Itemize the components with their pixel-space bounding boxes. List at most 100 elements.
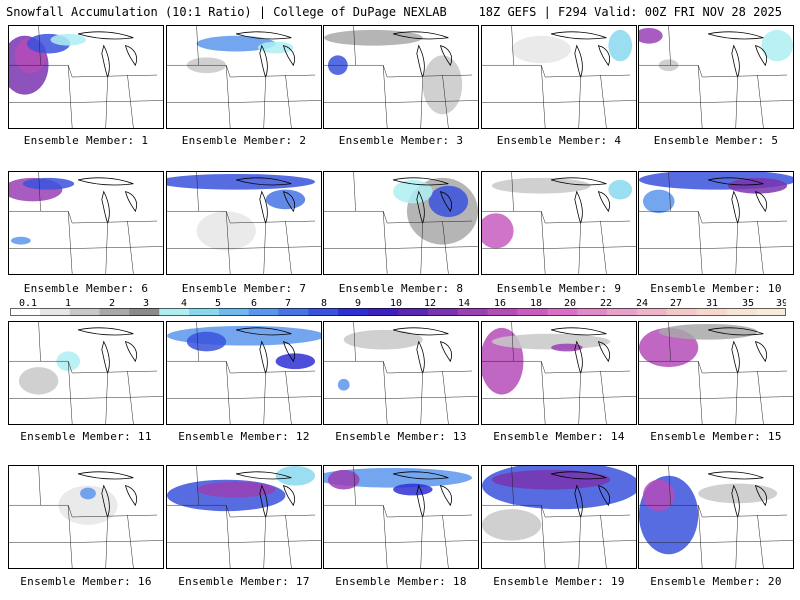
state-border [285, 515, 292, 568]
colorbar-swatch [338, 308, 369, 316]
snowfall-area [10, 236, 31, 245]
state-border [668, 172, 671, 212]
snowfall-area [58, 485, 118, 525]
great-lake-outline [550, 327, 607, 336]
state-border [511, 172, 514, 212]
state-border [127, 75, 134, 128]
great-lake-outline [124, 191, 137, 213]
state-border [230, 246, 321, 249]
colorbar-tick-label: 9 [355, 298, 361, 309]
colorbar-swatch [278, 308, 309, 316]
colorbar-tick-label: 24 [636, 298, 648, 309]
snowfall-area [275, 466, 316, 486]
colorbar-swatch [69, 308, 101, 316]
member-map-9 [481, 171, 637, 275]
state-border [9, 64, 158, 78]
snowfall-area [324, 467, 473, 488]
great-lake-outline [77, 31, 134, 40]
state-border [127, 515, 134, 568]
state-border [442, 515, 449, 568]
state-border [285, 75, 292, 128]
colorbar-tick-label: 12 [424, 298, 436, 309]
state-border [167, 360, 316, 374]
snowfall-area [491, 333, 611, 350]
colorbar-tick-label: 3 [143, 298, 149, 309]
state-border [482, 210, 631, 224]
state-border [697, 65, 703, 128]
great-lake-outline [101, 340, 110, 375]
state-border [67, 65, 73, 128]
great-lake-outline [77, 471, 134, 480]
colorbar-tick-label: 31 [706, 298, 718, 309]
great-lake-outline [235, 177, 292, 186]
snowfall-area [642, 189, 675, 214]
great-lake-outline [235, 471, 292, 480]
state-border [225, 65, 231, 128]
state-border [639, 360, 788, 374]
snowfall-colorbar: 0.1 1 2 3 4 5 6 7 8 9 10 12 14 16 18 20 22 24 27 31 35 39 [10, 297, 786, 317]
state-border [600, 371, 607, 424]
colorbar-tick-label: 6 [251, 298, 257, 309]
great-lake-outline [392, 177, 449, 186]
great-lake-outline [707, 177, 764, 186]
snowfall-area [50, 33, 86, 46]
great-lake-outline [574, 44, 583, 79]
great-lake-outline [77, 177, 134, 186]
member-map-6 [8, 171, 164, 275]
great-lake-outline [77, 327, 134, 336]
member-map-1 [8, 25, 164, 129]
great-lake-outline [597, 341, 610, 363]
snowfall-area [491, 469, 611, 490]
great-lake-outline [259, 340, 268, 375]
great-lake-outline [282, 485, 295, 507]
colorbar-tick-label: 39 [776, 298, 786, 309]
colorbar-tick-label: 18 [530, 298, 542, 309]
great-lake-outline [597, 191, 610, 213]
colorbar-swatch [457, 308, 489, 316]
state-border [72, 100, 163, 103]
state-border [757, 221, 764, 274]
great-lake-outline [707, 31, 764, 40]
member-caption: Ensemble Member: 17 [178, 575, 310, 588]
snowfall-area [167, 173, 316, 190]
member-caption: Ensemble Member: 5 [653, 134, 779, 147]
state-border [72, 396, 163, 399]
state-border [285, 371, 292, 424]
snowfall-area [482, 509, 542, 541]
member-caption: Ensemble Member: 20 [650, 575, 782, 588]
snowfall-area [18, 367, 59, 395]
colorbar-tick-label: 10 [390, 298, 402, 309]
member-caption: Ensemble Member: 9 [496, 282, 622, 295]
member-map-2 [166, 25, 322, 129]
valid-time: 18Z GEFS | F294 Valid: 00Z FRI NOV 28 20… [478, 5, 782, 19]
colorbar-swatch [666, 308, 697, 316]
member-caption: Ensemble Member: 4 [496, 134, 622, 147]
colorbar-swatch [726, 308, 757, 316]
great-lake-outline [416, 44, 425, 79]
state-border [67, 361, 73, 424]
state-border [353, 172, 356, 212]
member-map-4 [481, 25, 637, 129]
state-border [600, 75, 607, 128]
member-map-11 [8, 321, 164, 425]
member-map-18 [323, 465, 479, 569]
snowfall-area [727, 177, 788, 194]
state-border [382, 211, 388, 274]
member-caption: Ensemble Member: 6 [23, 282, 149, 295]
member-map-15 [638, 321, 794, 425]
snowfall-area [428, 185, 469, 218]
great-lake-outline [439, 191, 452, 213]
state-border [353, 322, 356, 362]
state-border [324, 360, 473, 374]
state-border [482, 360, 631, 374]
state-border [9, 210, 158, 224]
snowfall-area [337, 378, 350, 391]
snowfall-area [639, 27, 663, 44]
colorbar-swatch [696, 308, 727, 316]
member-caption: Ensemble Member: 10 [650, 282, 782, 295]
colorbar-swatch [129, 308, 160, 316]
state-border [442, 75, 449, 128]
colorbar-tick-label: 1 [65, 298, 71, 309]
state-border [72, 540, 163, 543]
state-border [545, 396, 636, 399]
